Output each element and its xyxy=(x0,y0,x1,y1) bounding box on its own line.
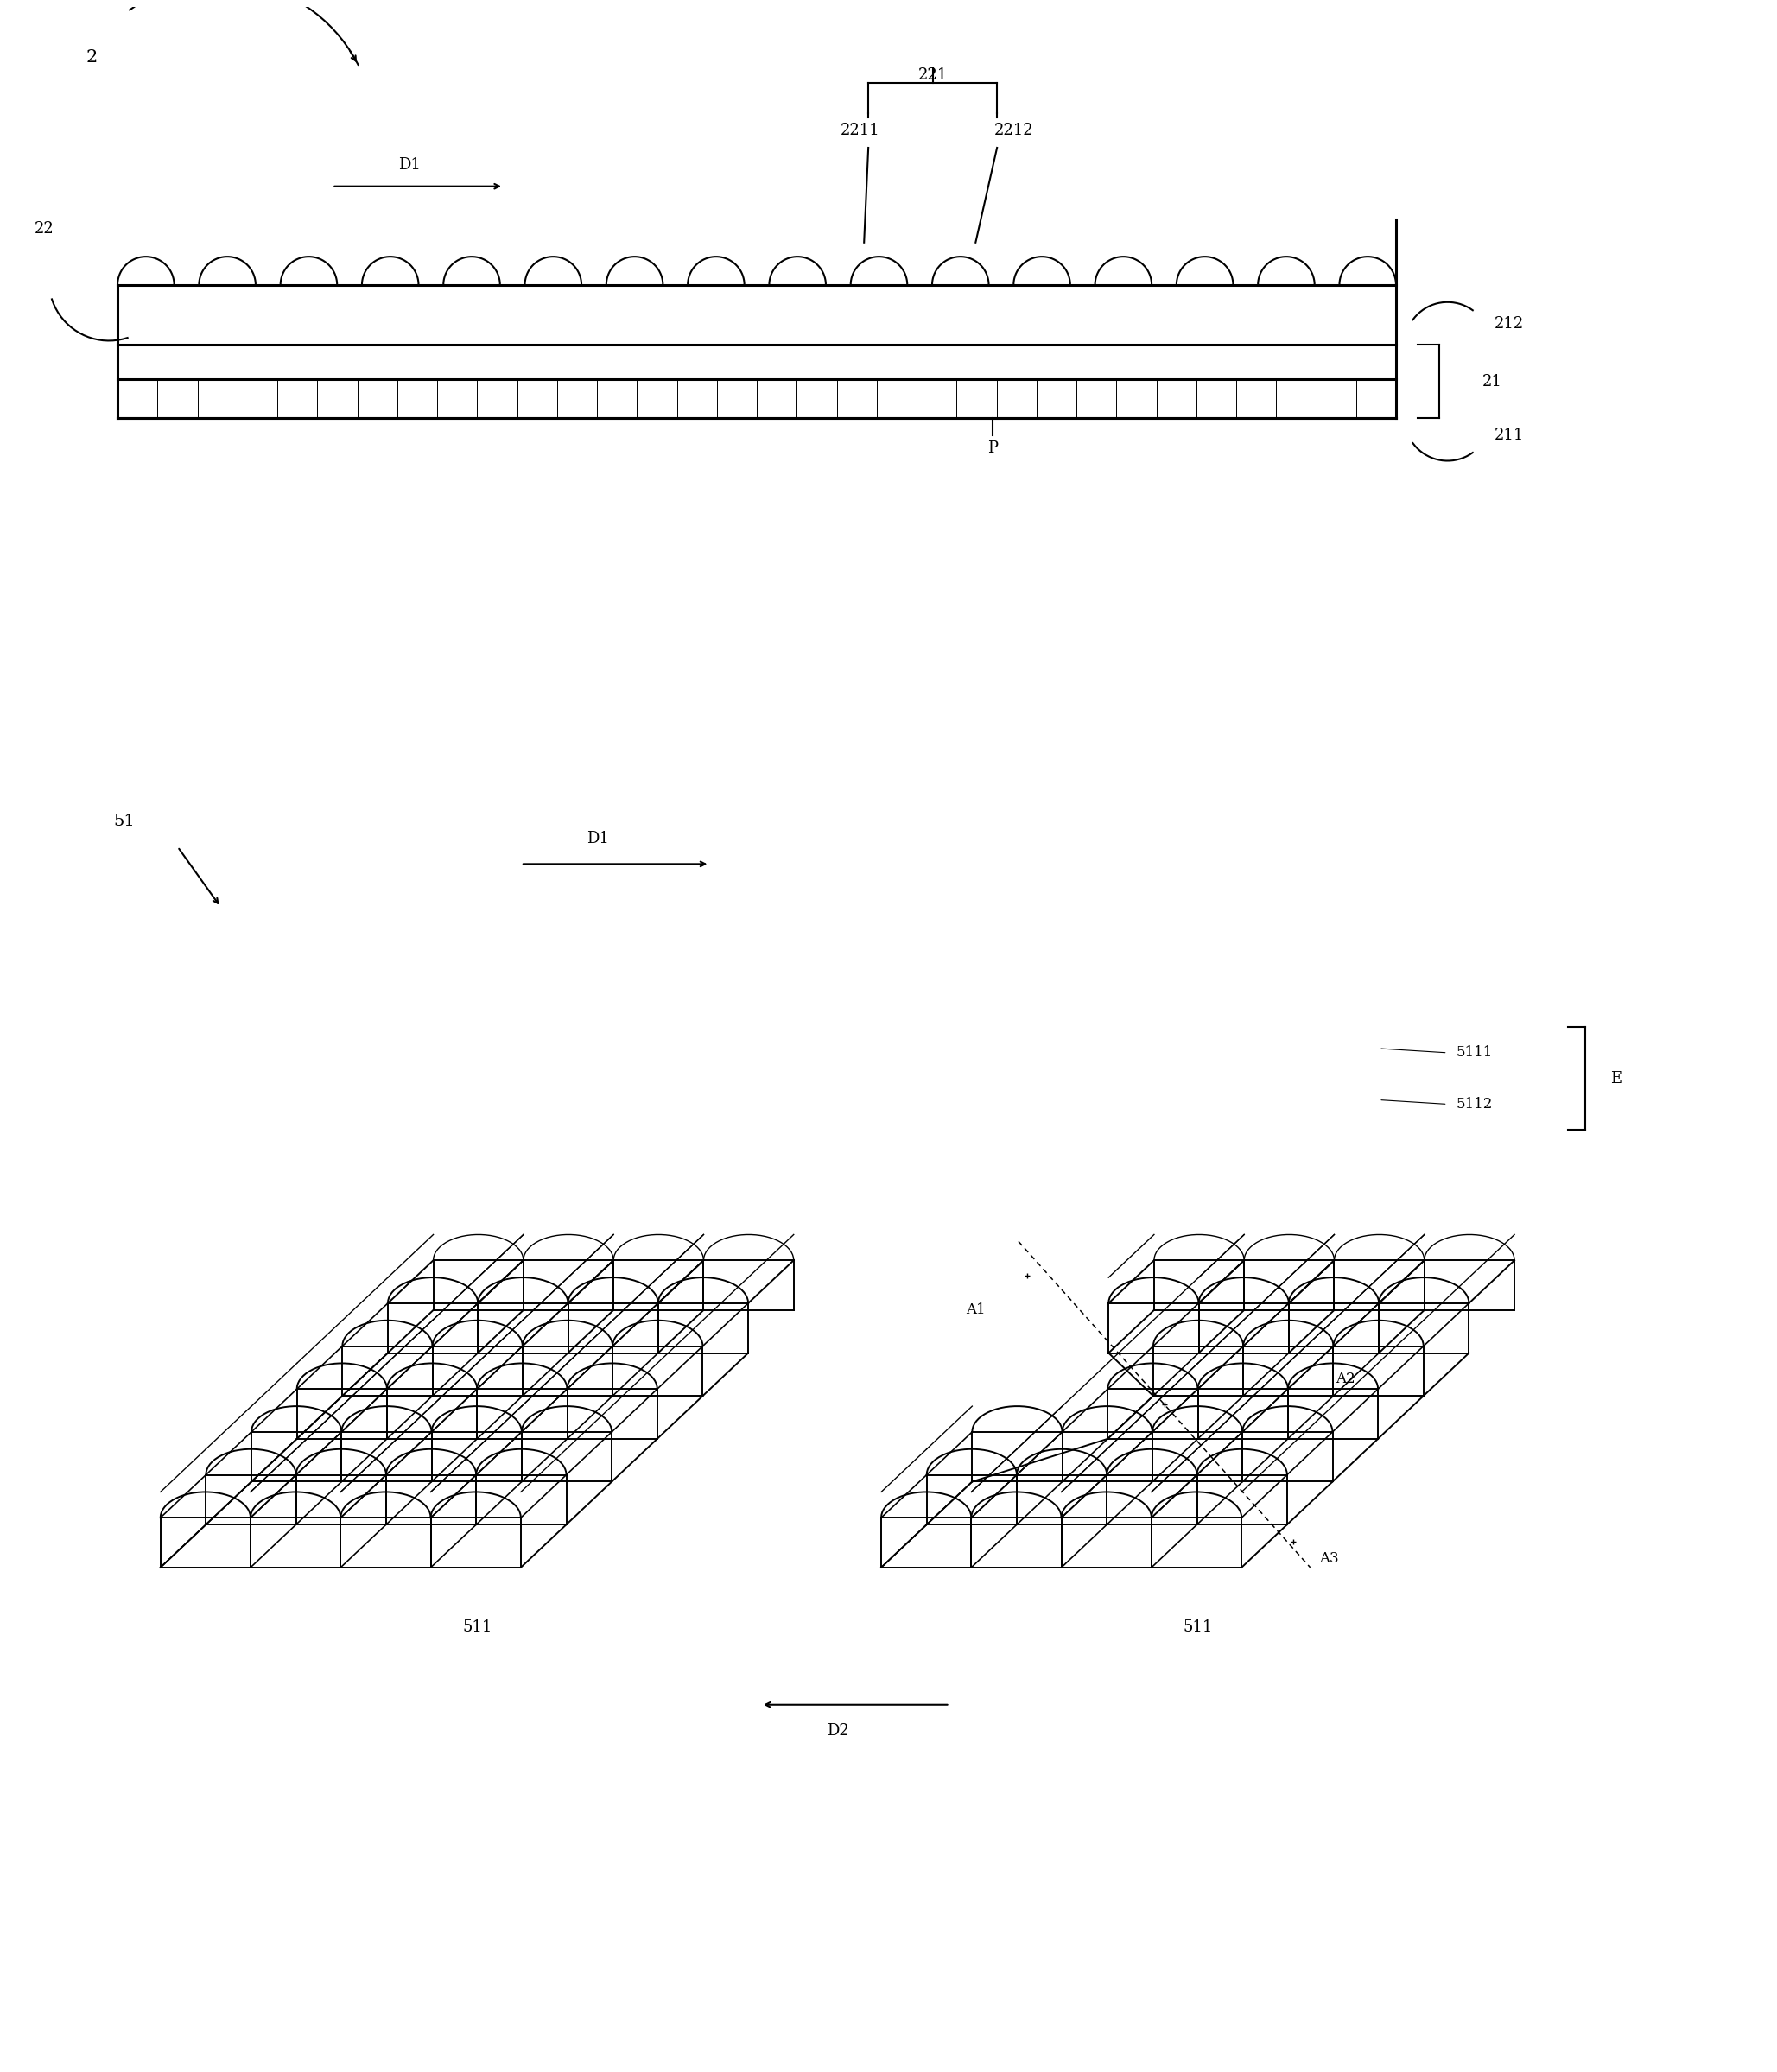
Text: D1: D1 xyxy=(398,157,421,172)
Text: 2: 2 xyxy=(85,50,98,66)
Text: E: E xyxy=(1610,1071,1622,1086)
Text: 212: 212 xyxy=(1494,315,1525,332)
Text: 211: 211 xyxy=(1494,427,1525,443)
Text: D2: D2 xyxy=(826,1722,849,1738)
Text: 22: 22 xyxy=(36,222,55,236)
Text: A3: A3 xyxy=(1319,1552,1338,1566)
Text: A2: A2 xyxy=(1336,1372,1356,1386)
Text: 5112: 5112 xyxy=(1455,1096,1493,1111)
Text: P: P xyxy=(988,439,999,456)
Text: 2212: 2212 xyxy=(995,122,1034,139)
Text: 221: 221 xyxy=(919,66,947,83)
Text: 51: 51 xyxy=(114,814,135,829)
Text: 5111: 5111 xyxy=(1455,1046,1493,1061)
Text: A1: A1 xyxy=(967,1303,986,1318)
Text: 2211: 2211 xyxy=(841,122,880,139)
Text: 511: 511 xyxy=(1183,1620,1212,1635)
Text: 511: 511 xyxy=(462,1620,492,1635)
Text: 21: 21 xyxy=(1482,373,1502,390)
Text: D1: D1 xyxy=(586,831,610,845)
